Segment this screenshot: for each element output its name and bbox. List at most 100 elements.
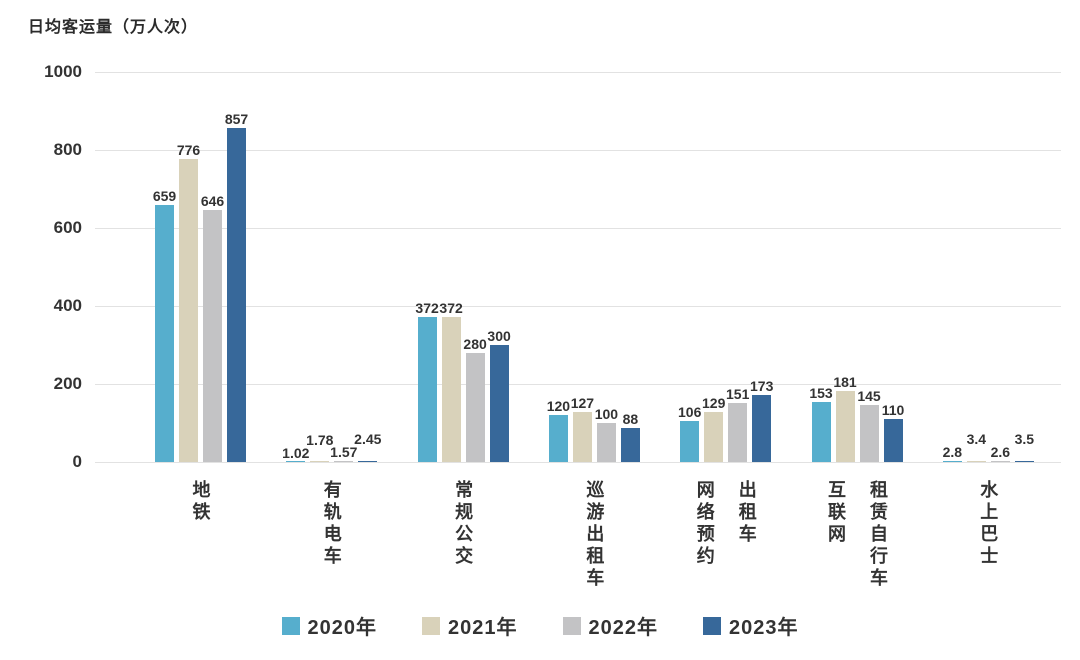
legend-item-2023年[interactable]: 2023年 <box>703 611 799 640</box>
x-axis-label-column: 常规公交 <box>453 480 474 568</box>
y-axis-tick-label: 200 <box>53 374 82 393</box>
legend-label: 2023年 <box>729 617 799 639</box>
legend-item-2021年[interactable]: 2021年 <box>422 611 518 640</box>
bar-value-label: 88 <box>622 410 639 427</box>
bar-value-label: 2.6 <box>990 443 1011 460</box>
bar-2020年-常规公交 <box>417 316 437 462</box>
legend-swatch-icon <box>281 616 300 635</box>
bar-2023年-互联网租赁自行车 <box>883 419 903 462</box>
bar-value-label: 857 <box>224 110 249 127</box>
bar-value-label: 1.57 <box>330 444 358 461</box>
bar-value-label: 181 <box>833 374 857 391</box>
bar-value-label: 129 <box>702 394 726 411</box>
bar-2021年-网络预约出租车 <box>704 411 724 462</box>
bar-value-label: 300 <box>487 328 511 344</box>
y-axis-tick-label: 400 <box>53 296 82 315</box>
x-axis-label-column: 网络预约 <box>694 480 715 568</box>
bar-2021年-有轨电车 <box>310 461 330 462</box>
x-axis-label-column: 租赁自行车 <box>868 480 888 590</box>
x-axis-category-label: 常规公交 <box>450 480 476 568</box>
bar-2022年-巡游出租车 <box>596 423 616 462</box>
gridline <box>95 72 1061 73</box>
bar-value-label: 173 <box>750 377 774 394</box>
x-axis-label-column: 出租车 <box>736 480 757 546</box>
bar-2020年-巡游出租车 <box>548 415 568 462</box>
legend-label: 2020年 <box>307 617 377 639</box>
bar-value-label: 280 <box>463 335 487 352</box>
gridline <box>95 462 1061 463</box>
bar-2022年-互联网租赁自行车 <box>859 405 879 462</box>
y-axis-tick-label: 800 <box>53 140 82 159</box>
bar-value-label: 110 <box>881 402 905 419</box>
legend-label: 2021年 <box>448 617 518 639</box>
bar-value-label: 3.5 <box>1014 430 1035 447</box>
bar-value-label: 100 <box>594 406 619 422</box>
bar-2020年-网络预约出租车 <box>680 420 700 462</box>
bar-2023年-巡游出租车 <box>620 427 640 462</box>
y-axis-tick-label: 1000 <box>44 62 82 81</box>
x-axis-category-label: 网络预约 出租车 <box>692 480 760 568</box>
x-axis-category-label: 地铁 <box>188 480 214 524</box>
bar-2023年-常规公交 <box>489 345 509 462</box>
bar-2021年-地铁 <box>179 159 198 462</box>
x-axis-label-column: 互联网 <box>826 480 846 546</box>
x-axis-label-column: 有轨电车 <box>321 480 342 568</box>
bar-value-label: 2.8 <box>942 443 963 460</box>
bar-value-label: 153 <box>809 385 833 402</box>
bar-value-label: 2.45 <box>354 431 382 448</box>
x-axis-category-label: 互联网 租赁自行车 <box>823 480 891 590</box>
bar-value-label: 776 <box>176 142 201 159</box>
bar-value-label: 1.02 <box>282 444 310 461</box>
bar-2021年-巡游出租车 <box>572 412 592 462</box>
bar-2022年-地铁 <box>203 210 222 462</box>
bar-2023年-水上巴士 <box>1014 460 1034 462</box>
bar-2021年-水上巴士 <box>966 460 986 462</box>
y-axis-tick-label: 0 <box>72 452 82 471</box>
gridline <box>95 228 1061 229</box>
bar-value-label: 659 <box>152 187 177 204</box>
x-axis-category-label: 巡游出租车 <box>581 480 607 590</box>
bar-value-label: 3.4 <box>966 430 987 447</box>
bar-value-label: 1.78 <box>306 431 334 448</box>
legend-label: 2022年 <box>588 617 658 639</box>
x-axis-label-column: 巡游出租车 <box>584 480 605 590</box>
bar-value-label: 646 <box>200 193 225 210</box>
chart-title: 日均客运量（万人次） <box>28 19 199 36</box>
bar-2023年-网络预约出租车 <box>752 394 772 462</box>
bar-2023年-有轨电车 <box>358 461 378 462</box>
bar-2021年-常规公交 <box>441 316 461 462</box>
bar-2020年-有轨电车 <box>286 461 306 462</box>
gridline <box>95 150 1061 151</box>
legend-swatch-icon <box>422 616 440 635</box>
legend-swatch-icon <box>703 616 721 635</box>
bar-2020年-地铁 <box>155 204 174 462</box>
bar-value-label: 145 <box>857 388 881 405</box>
x-axis-label-column: 水上巴士 <box>978 480 999 568</box>
legend-item-2020年[interactable]: 2020年 <box>281 611 378 640</box>
x-axis-label-column: 地铁 <box>190 480 211 524</box>
bar-2023年-地铁 <box>227 127 246 462</box>
y-axis-tick-label: 600 <box>53 218 82 237</box>
bar-2022年-有轨电车 <box>334 461 354 462</box>
bar-2021年-互联网租赁自行车 <box>835 391 855 462</box>
bar-value-label: 127 <box>570 395 595 412</box>
bar-2022年-网络预约出租车 <box>728 403 748 462</box>
bar-value-label: 151 <box>726 386 750 403</box>
bar-value-label: 120 <box>546 398 571 415</box>
chart-legend: 2020年 2021年 2022年 2023年 <box>0 611 1080 640</box>
x-axis-category-label: 水上巴士 <box>975 480 1001 568</box>
bar-value-label: 106 <box>678 403 702 420</box>
legend-item-2022年[interactable]: 2022年 <box>562 611 659 640</box>
bar-value-label: 372 <box>415 299 439 316</box>
gridline <box>95 306 1061 307</box>
bar-value-label: 372 <box>439 299 463 316</box>
bar-2020年-互联网租赁自行车 <box>811 402 831 462</box>
gridline <box>95 384 1061 385</box>
x-axis-category-label: 有轨电车 <box>319 480 345 568</box>
bar-2022年-水上巴士 <box>990 460 1010 462</box>
legend-swatch-icon <box>562 616 581 635</box>
bar-2022年-常规公交 <box>465 352 485 462</box>
bar-2020年-水上巴士 <box>942 460 962 462</box>
